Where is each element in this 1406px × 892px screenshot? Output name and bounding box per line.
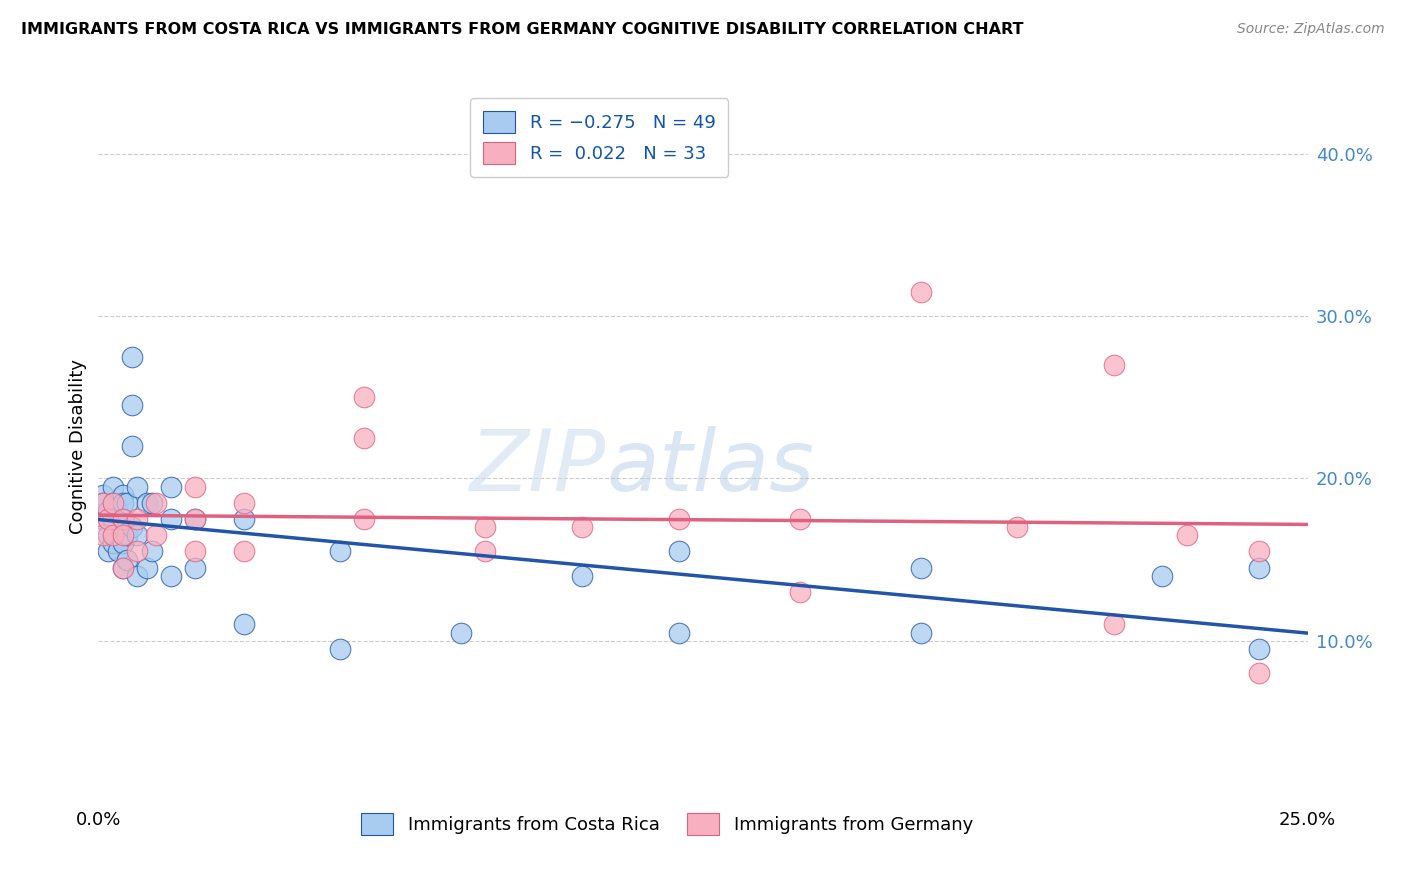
Point — [1175, 528, 1198, 542]
Point — [910, 560, 932, 574]
Point — [571, 520, 593, 534]
Point — [91, 528, 114, 542]
Point — [141, 544, 163, 558]
Point — [101, 536, 124, 550]
Point — [101, 528, 124, 542]
Point — [111, 560, 134, 574]
Point — [184, 512, 207, 526]
Point — [121, 520, 143, 534]
Point — [127, 512, 149, 526]
Point — [353, 431, 375, 445]
Point — [353, 512, 375, 526]
Point — [668, 512, 690, 526]
Point — [101, 496, 124, 510]
Point — [111, 560, 134, 574]
Point — [97, 512, 120, 526]
Point — [232, 617, 254, 632]
Point — [111, 488, 134, 502]
Point — [91, 496, 114, 510]
Point — [91, 488, 114, 502]
Point — [1249, 641, 1271, 656]
Point — [232, 544, 254, 558]
Point — [145, 496, 167, 510]
Point — [97, 528, 120, 542]
Point — [101, 479, 124, 493]
Point — [121, 439, 143, 453]
Point — [160, 479, 183, 493]
Text: IMMIGRANTS FROM COSTA RICA VS IMMIGRANTS FROM GERMANY COGNITIVE DISABILITY CORRE: IMMIGRANTS FROM COSTA RICA VS IMMIGRANTS… — [21, 22, 1024, 37]
Point — [184, 560, 207, 574]
Point — [1102, 617, 1125, 632]
Point — [910, 625, 932, 640]
Point — [107, 504, 129, 518]
Point — [121, 350, 143, 364]
Point — [135, 496, 157, 510]
Point — [184, 544, 207, 558]
Point — [1249, 544, 1271, 558]
Point — [1007, 520, 1029, 534]
Point — [91, 512, 114, 526]
Point — [117, 496, 139, 510]
Legend: Immigrants from Costa Rica, Immigrants from Germany: Immigrants from Costa Rica, Immigrants f… — [349, 800, 986, 847]
Point — [789, 585, 811, 599]
Point — [111, 512, 134, 526]
Point — [789, 512, 811, 526]
Point — [474, 544, 496, 558]
Point — [141, 496, 163, 510]
Text: ZIP: ZIP — [470, 425, 606, 509]
Text: atlas: atlas — [606, 425, 814, 509]
Point — [571, 568, 593, 582]
Point — [474, 520, 496, 534]
Point — [121, 399, 143, 413]
Point — [127, 479, 149, 493]
Point — [127, 568, 149, 582]
Point — [107, 544, 129, 558]
Point — [1249, 560, 1271, 574]
Point — [329, 641, 352, 656]
Point — [111, 512, 134, 526]
Point — [329, 544, 352, 558]
Point — [1249, 666, 1271, 681]
Point — [91, 496, 114, 510]
Point — [160, 568, 183, 582]
Point — [135, 560, 157, 574]
Point — [160, 512, 183, 526]
Point — [1152, 568, 1174, 582]
Point — [184, 479, 207, 493]
Point — [97, 544, 120, 558]
Point — [232, 512, 254, 526]
Point — [910, 285, 932, 299]
Point — [1102, 358, 1125, 372]
Point — [117, 552, 139, 566]
Point — [232, 496, 254, 510]
Point — [117, 528, 139, 542]
Point — [111, 528, 134, 542]
Point — [127, 528, 149, 542]
Point — [145, 528, 167, 542]
Text: Source: ZipAtlas.com: Source: ZipAtlas.com — [1237, 22, 1385, 37]
Point — [97, 504, 120, 518]
Point — [127, 544, 149, 558]
Point — [668, 544, 690, 558]
Point — [111, 496, 134, 510]
Point — [450, 625, 472, 640]
Point — [668, 625, 690, 640]
Point — [111, 536, 134, 550]
Point — [353, 390, 375, 404]
Y-axis label: Cognitive Disability: Cognitive Disability — [69, 359, 87, 533]
Point — [184, 512, 207, 526]
Point — [101, 512, 124, 526]
Point — [101, 496, 124, 510]
